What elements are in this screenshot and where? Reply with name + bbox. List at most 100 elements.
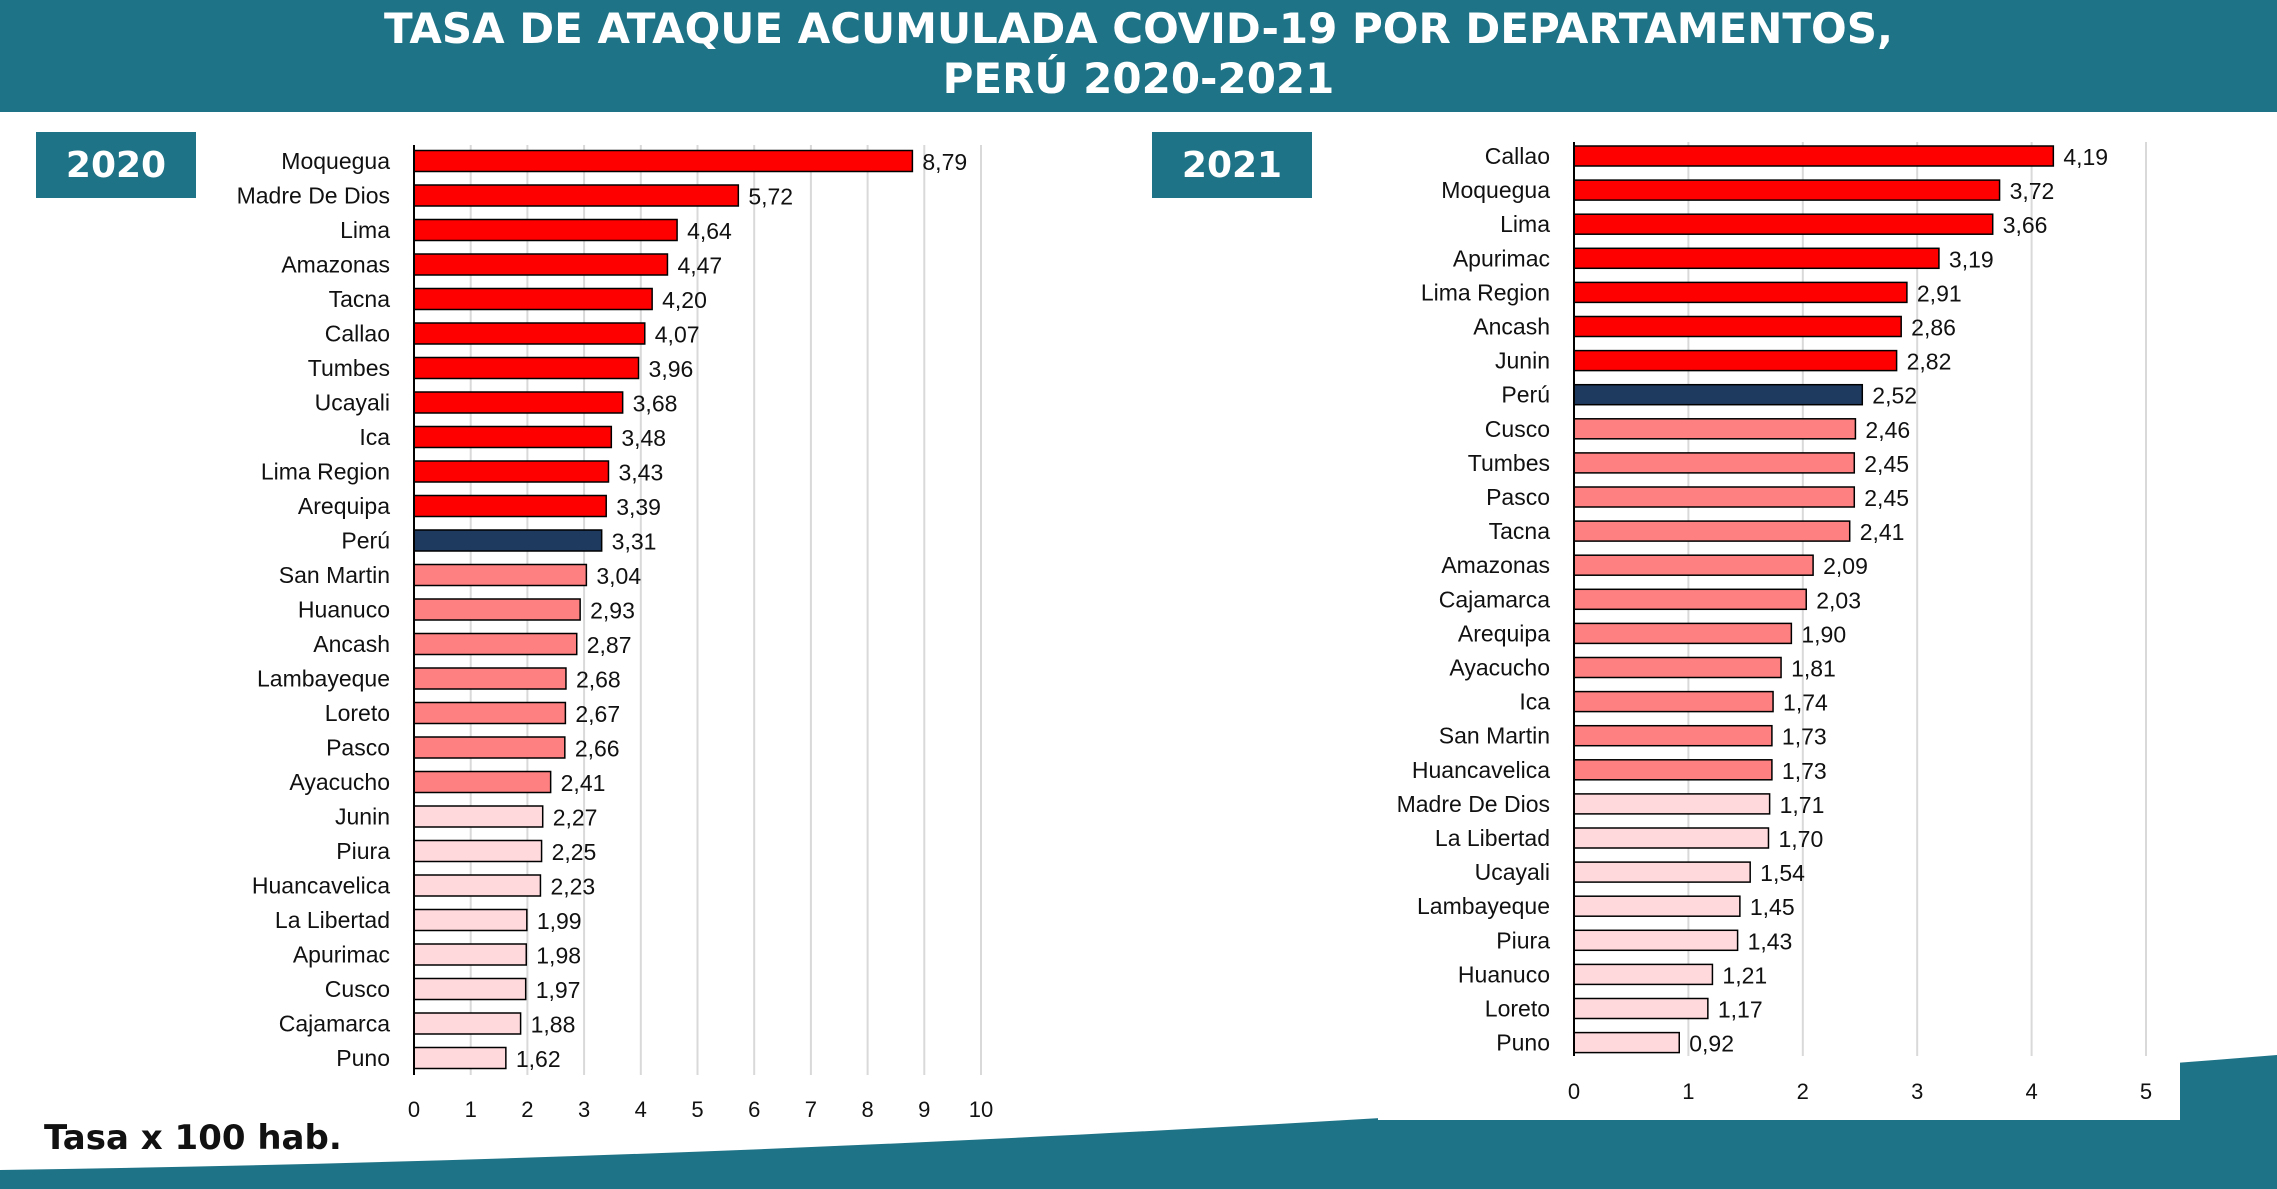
data-label: 5,72 xyxy=(748,184,793,210)
year-badge-2020: 2020 xyxy=(36,132,196,198)
data-label: 2,23 xyxy=(550,874,595,900)
category-label: Loreto xyxy=(1485,996,1550,1022)
data-label: 2,82 xyxy=(1907,349,1952,375)
category-label: Loreto xyxy=(325,700,390,726)
category-label: Junin xyxy=(335,804,390,830)
x-tick-label: 0 xyxy=(408,1097,420,1122)
data-label: 1,88 xyxy=(531,1012,576,1038)
category-label: Ancash xyxy=(313,631,390,657)
category-label: Cajamarca xyxy=(279,1011,390,1037)
data-label: 3,96 xyxy=(649,356,694,382)
bar xyxy=(1573,724,1773,747)
category-label: Madre De Dios xyxy=(237,183,390,209)
category-label: Piura xyxy=(336,838,390,864)
data-label: 3,68 xyxy=(633,391,678,417)
data-label: 3,39 xyxy=(616,494,661,520)
category-label: Ayacucho xyxy=(289,769,390,795)
category-label: Lambayeque xyxy=(257,666,390,692)
category-label: Pasco xyxy=(326,735,390,761)
data-label: 2,68 xyxy=(576,667,621,693)
bar xyxy=(1573,145,2055,167)
x-tick-label: 3 xyxy=(578,1097,590,1122)
bar xyxy=(1573,827,1770,849)
data-label: 1,21 xyxy=(1722,962,1767,988)
data-label: 2,67 xyxy=(575,701,620,727)
x-tick-label: 5 xyxy=(691,1097,703,1122)
bar xyxy=(1573,383,1864,406)
category-label: Perú xyxy=(341,528,390,554)
data-label: 3,04 xyxy=(596,563,641,589)
data-label: 2,41 xyxy=(1860,519,1905,545)
data-label: 1,71 xyxy=(1780,792,1825,818)
x-tick-label: 5 xyxy=(2140,1079,2152,1104)
data-label: 1,99 xyxy=(537,908,582,934)
bar xyxy=(1573,281,1908,304)
bar xyxy=(1573,452,1856,474)
data-label: 2,27 xyxy=(553,805,598,831)
category-label: Perú xyxy=(1501,382,1550,408)
category-label: Puno xyxy=(1496,1030,1550,1056)
data-label: 4,20 xyxy=(662,287,707,313)
bar xyxy=(1573,213,1994,235)
bar xyxy=(1573,929,1739,952)
data-label: 0,92 xyxy=(1689,1031,1734,1057)
data-label: 1,73 xyxy=(1782,758,1827,784)
category-label: Ica xyxy=(359,424,390,450)
bar xyxy=(1573,963,1714,986)
data-label: 1,81 xyxy=(1791,656,1836,682)
category-label: Pasco xyxy=(1486,484,1550,510)
x-tick-label: 8 xyxy=(861,1097,873,1122)
category-label: Lima Region xyxy=(1421,279,1550,305)
category-label: Huanuco xyxy=(1458,961,1550,987)
data-label: 1,62 xyxy=(516,1046,561,1072)
data-label: 1,74 xyxy=(1783,690,1828,716)
title-line-1: TASA DE ATAQUE ACUMULADA COVID-19 POR DE… xyxy=(384,4,1893,53)
footnote: Tasa x 100 hab. xyxy=(44,1118,342,1158)
bar xyxy=(1573,486,1856,508)
x-tick-label: 1 xyxy=(1682,1079,1694,1104)
category-label: Arequipa xyxy=(298,493,390,519)
category-label: Piura xyxy=(1496,927,1550,953)
data-label: 2,93 xyxy=(590,598,635,624)
data-label: 1,17 xyxy=(1718,997,1763,1023)
bar xyxy=(1573,1031,1680,1054)
data-label: 4,07 xyxy=(655,322,700,348)
category-label: Ucayali xyxy=(315,390,390,416)
data-label: 2,87 xyxy=(587,632,632,658)
category-label: La Libertad xyxy=(275,907,390,933)
data-label: 1,98 xyxy=(536,943,581,969)
data-label: 3,19 xyxy=(1949,246,1994,272)
bar xyxy=(1573,895,1741,917)
x-tick-label: 2 xyxy=(1797,1079,1809,1104)
data-label: 2,41 xyxy=(561,770,606,796)
category-label: Huancavelica xyxy=(252,873,390,899)
data-label: 2,66 xyxy=(575,736,620,762)
data-label: 1,45 xyxy=(1750,894,1795,920)
category-label: Callao xyxy=(1485,143,1550,169)
x-tick-label: 6 xyxy=(748,1097,760,1122)
x-tick-label: 1 xyxy=(465,1097,477,1122)
category-label: La Libertad xyxy=(1435,825,1550,851)
bar xyxy=(1573,656,1782,679)
title-line-2: PERÚ 2020-2021 xyxy=(942,54,1335,103)
data-label: 2,52 xyxy=(1872,383,1917,409)
bar xyxy=(1573,588,1807,611)
category-label: Arequipa xyxy=(1458,620,1550,646)
bar xyxy=(1573,793,1771,815)
bar xyxy=(1573,997,1709,1020)
x-tick-label: 2 xyxy=(521,1097,533,1122)
category-label: Ayacucho xyxy=(1449,655,1550,681)
category-label: Ancash xyxy=(1473,314,1550,340)
data-label: 1,43 xyxy=(1748,928,1793,954)
category-label: Tumbes xyxy=(1468,450,1550,476)
category-label: San Martin xyxy=(1439,723,1550,749)
category-label: Huancavelica xyxy=(1412,757,1550,783)
category-label: San Martin xyxy=(279,562,390,588)
data-label: 4,47 xyxy=(677,253,722,279)
bar xyxy=(1573,759,1773,781)
bar xyxy=(1573,349,1898,372)
data-label: 2,46 xyxy=(1865,417,1910,443)
category-label: Lima Region xyxy=(261,459,390,485)
